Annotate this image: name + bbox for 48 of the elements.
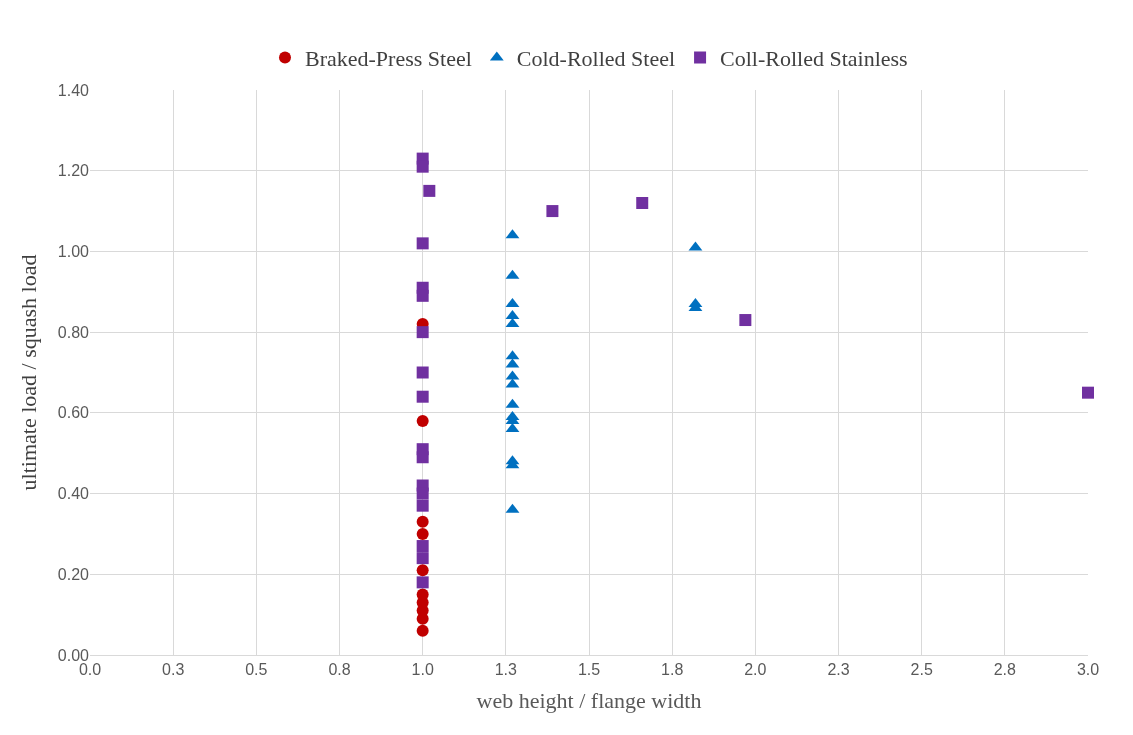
point [546,205,559,218]
x-tick-label: 0.5 [245,661,268,679]
x-tick-label: 0.3 [162,661,185,679]
point [416,390,429,403]
x-tick-label: 0.0 [78,661,102,679]
x-axis-title: web height / flange width [476,688,702,714]
point [423,184,436,197]
x-tick-label: 2.8 [993,661,1017,679]
point [416,515,429,528]
x-tick-label: 1.0 [411,661,434,679]
point [739,314,752,327]
x-tick-label: 1.8 [661,661,684,679]
point [416,414,429,427]
point [416,564,429,577]
point [416,451,429,464]
x-tick-label: 1.5 [577,661,601,679]
legend-label: Cold-Rolled Steel [516,46,676,72]
y-tick-label: 1.20 [57,162,90,180]
y-tick-label: 1.40 [57,81,90,99]
y-tick-label: 0.80 [57,323,90,341]
point [1082,386,1094,399]
point [416,326,429,339]
y-tick-label: 0.40 [57,485,90,503]
y-tick-label: 0.00 [57,646,90,664]
x-tick-label: 0.8 [328,661,351,679]
y-tick-label: 0.60 [57,404,90,422]
point [416,624,429,637]
x-tick-label: 2.0 [744,661,767,679]
x-tick-label: 2.5 [910,661,933,679]
point [416,576,429,589]
point [416,160,429,173]
x-tick-label: 1.3 [494,661,518,679]
point [416,499,429,512]
y-axis-title: ultimate load / squash load [15,254,41,491]
point [416,527,429,540]
legend-label: Braked-Press Steel [305,46,472,72]
point [416,237,429,250]
point [636,197,649,209]
point [416,552,429,565]
y-tick-label: 1.00 [57,243,90,261]
point [416,289,429,302]
x-tick-label: 3.0 [1076,661,1100,679]
y-tick-label: 0.20 [57,565,90,583]
x-tick-label: 2.3 [827,661,850,679]
point [416,540,429,553]
point [416,487,429,500]
point [416,366,429,379]
legend-label: Coll-Rolled Stainless [720,46,908,72]
